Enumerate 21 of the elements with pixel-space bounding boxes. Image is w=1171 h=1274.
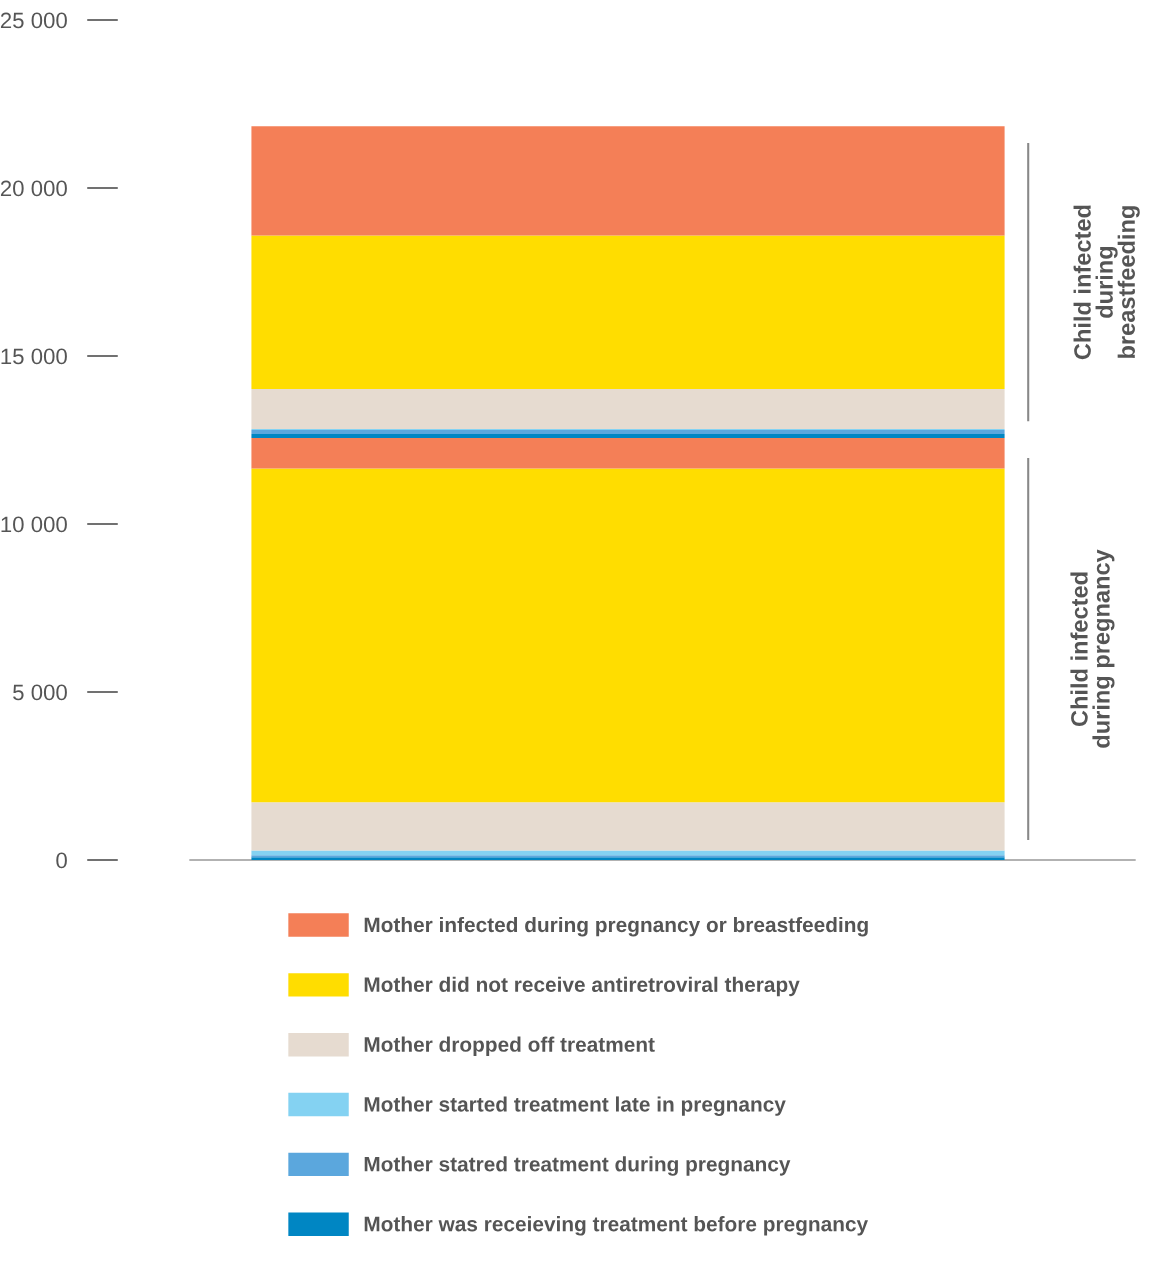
- y-tick-label: 25 000: [0, 12, 67, 29]
- legend-label: Mother was receieving treatment before pregnancy: [364, 1216, 868, 1236]
- legend-label: Mother started treatment late in pregnancy: [364, 1096, 786, 1116]
- bar: [251, 429, 1005, 434]
- legend-label: Mother dropped off treatment: [364, 1036, 655, 1056]
- bar: [251, 235, 1005, 389]
- bar: [251, 126, 1005, 236]
- y-tick-label: 10 000: [1, 516, 67, 533]
- y-tick-label: 0: [56, 852, 67, 869]
- y-tick-label: 15 000: [1, 348, 67, 365]
- legend-label: Mother did not receive antiretroviral therapy: [364, 976, 800, 997]
- bar: [251, 388, 1005, 429]
- legend-label: Mother statred treatment during pregnancy: [364, 1156, 791, 1176]
- bar: [251, 437, 1005, 469]
- text: Child infected during pregnancy: [1070, 549, 1115, 748]
- bar: [251, 802, 1005, 851]
- bar: [251, 433, 1005, 438]
- y-tick-label: 5 000: [13, 684, 67, 701]
- legend-label: Mother infected during pregnancy or breastfeeding: [364, 916, 868, 937]
- text: Child infected during breastfeeding: [1073, 205, 1140, 360]
- y-tick-label: 20 000: [0, 180, 67, 197]
